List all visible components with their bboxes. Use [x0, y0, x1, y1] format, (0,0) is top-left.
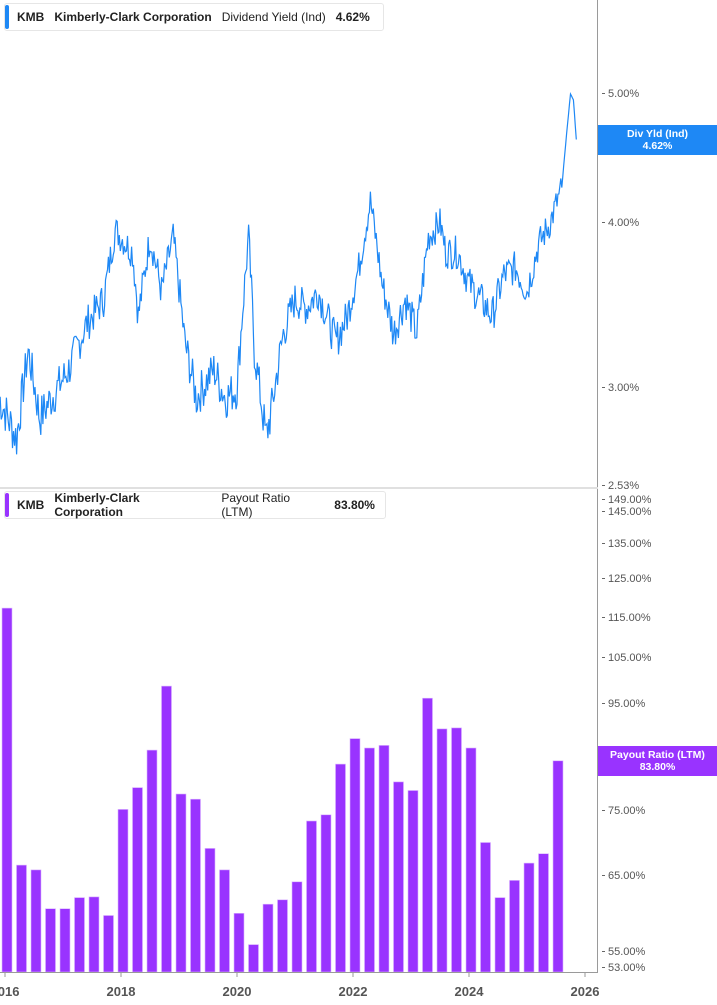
y-tick-label: 135.00%	[601, 538, 652, 550]
payout-bar	[161, 685, 172, 973]
payout-bar	[480, 842, 491, 973]
legend-company: Kimberly-Clark Corporation	[54, 491, 140, 519]
payout-bar	[132, 787, 143, 973]
x-tick-label: 2026	[570, 984, 600, 999]
x-tick-label: 2022	[338, 984, 368, 999]
current-value-flag-dividend-yield: Div Yld (Ind) 4.62%	[598, 125, 717, 155]
legend-ticker: KMB	[16, 498, 45, 512]
payout-bar	[146, 749, 158, 973]
payout-bar	[494, 897, 506, 973]
panel-divider	[0, 487, 598, 489]
payout-bar	[88, 896, 100, 973]
y-tick-label: 53.00%	[601, 962, 646, 974]
payout-bar	[248, 944, 259, 973]
x-tick-label: 2020	[222, 984, 252, 999]
payout-bar	[190, 798, 201, 973]
flag-value: 83.80%	[639, 761, 676, 773]
series-color-swatch	[5, 5, 9, 29]
payout-bar	[465, 747, 477, 973]
payout-bar	[233, 912, 245, 973]
payout-bar	[538, 853, 549, 973]
y-tick-label: 3.00%	[601, 382, 640, 394]
flag-value: 4.62%	[642, 140, 673, 152]
payout-bar	[204, 848, 216, 973]
payout-bar	[407, 790, 419, 973]
legend-ticker: KMB	[17, 10, 45, 24]
series-color-swatch	[5, 493, 9, 517]
y-tick-label: 95.00%	[601, 698, 646, 710]
legend-payout-ratio: KMB Kimberly-Clark Corporation Payout Ra…	[4, 491, 386, 519]
dividend-yield-line	[0, 91, 577, 455]
y-tick-label: 145.00%	[601, 506, 652, 518]
payout-bar	[277, 899, 288, 973]
payout-bar	[306, 820, 317, 973]
payout-bar	[509, 880, 520, 973]
y-tick-label: 55.00%	[601, 946, 646, 958]
y-tick-label: 125.00%	[601, 573, 652, 585]
payout-bar	[30, 869, 42, 973]
y-tick-label: 5.00%	[601, 88, 640, 100]
payout-bar	[262, 903, 274, 973]
y-tick-label: 115.00%	[602, 612, 651, 624]
x-tick-label: 2016	[0, 984, 20, 999]
legend-dividend-yield: KMB Kimberly-Clark Corporation Dividend …	[4, 3, 384, 31]
x-tick-label: 2024	[454, 984, 484, 999]
legend-metric: Dividend Yield (Ind)	[221, 10, 326, 24]
legend-metric: Payout Ratio (LTM)	[221, 491, 291, 519]
y-tick-label: 65.00%	[601, 870, 646, 882]
payout-bar	[349, 738, 361, 973]
y-axis-line-top	[597, 0, 598, 487]
payout-bar	[16, 864, 27, 973]
payout-bar	[175, 793, 187, 973]
payout-bar	[103, 915, 114, 973]
x-tick-label: 2018	[106, 984, 136, 999]
flag-label: Div Yld (Ind)	[626, 128, 689, 140]
current-value-flag-payout-ratio: Payout Ratio (LTM) 83.80%	[598, 746, 717, 776]
payout-bar	[320, 814, 332, 973]
payout-bar	[364, 747, 375, 973]
y-tick-label: 2.53%	[601, 480, 640, 492]
payout-bar	[335, 763, 346, 973]
payout-bar	[59, 908, 71, 973]
y-tick-label: 4.00%	[601, 217, 640, 229]
payout-bar	[393, 781, 404, 973]
legend-value: 83.80%	[334, 498, 375, 512]
payout-bar	[45, 908, 56, 973]
payout-bar	[436, 728, 448, 973]
payout-bar	[117, 809, 129, 973]
payout-bar	[451, 727, 462, 973]
payout-bar	[219, 869, 230, 973]
payout-bar	[422, 697, 433, 973]
y-tick-label: 149.00%	[601, 494, 652, 506]
payout-bar	[1, 607, 13, 973]
legend-company: Kimberly-Clark Corporation	[54, 10, 212, 24]
payout-bar	[523, 862, 535, 973]
payout-bar	[378, 745, 390, 973]
flag-label: Payout Ratio (LTM)	[610, 749, 705, 761]
y-tick-label: 105.00%	[601, 652, 652, 664]
x-axis-line	[0, 972, 598, 973]
payout-bar	[552, 760, 564, 973]
payout-bar	[291, 881, 303, 973]
y-tick-label: 75.00%	[601, 805, 646, 817]
legend-value: 4.62%	[335, 10, 370, 24]
y-axis-line-bottom	[597, 489, 598, 973]
payout-bar	[74, 897, 85, 973]
